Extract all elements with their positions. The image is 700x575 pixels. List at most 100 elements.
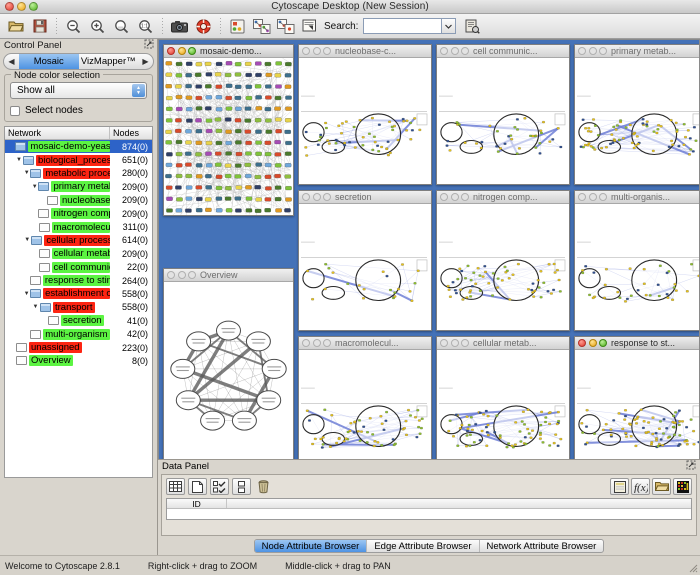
network-canvas[interactable] [437, 350, 569, 476]
close-window-button[interactable] [5, 2, 14, 11]
minimize-button[interactable] [312, 339, 321, 347]
minimize-button[interactable] [588, 47, 597, 55]
minimize-button[interactable] [450, 193, 459, 201]
open-folder-icon[interactable] [652, 478, 671, 495]
zoom-button[interactable] [599, 193, 607, 201]
tree-row[interactable]: cell communica 22(0) [5, 261, 152, 274]
tabs-scroll-left-icon[interactable]: ◀ [8, 57, 15, 66]
tabs-scroll-right-icon[interactable]: ▶ [142, 57, 149, 66]
close-button[interactable] [302, 47, 310, 55]
network-canvas[interactable] [437, 204, 569, 330]
tree-row[interactable]: ▼ biological_process 651(0) [5, 153, 152, 166]
zoom-button[interactable] [323, 193, 331, 201]
select-nodes-checkbox[interactable] [10, 105, 20, 116]
tab-edge-attribute-browser[interactable]: Edge Attribute Browser [367, 540, 480, 552]
tree-expand-icon[interactable]: ▼ [32, 304, 39, 311]
close-button[interactable] [440, 47, 448, 55]
zoom-out-icon[interactable] [62, 16, 85, 37]
minimize-button[interactable] [450, 47, 459, 55]
tree-row[interactable]: cellular metabo 209(0) [5, 247, 152, 260]
network-window[interactable]: Overview [163, 268, 294, 468]
network-window[interactable]: macromolecul... [298, 336, 432, 477]
network-canvas[interactable] [164, 58, 293, 215]
search-dropdown-button[interactable] [441, 18, 457, 34]
control-panel-float-icon[interactable] [144, 39, 154, 52]
data-panel-float-icon[interactable] [686, 460, 696, 473]
new-document-icon[interactable] [188, 478, 207, 495]
select-nodes-row[interactable]: Select nodes [10, 105, 147, 116]
tree-expand-icon[interactable]: ▼ [23, 290, 30, 297]
network-window[interactable]: primary metab... [574, 44, 699, 185]
minimize-button[interactable] [177, 271, 186, 279]
tree-row[interactable]: macromolecule 311(0) [5, 220, 152, 233]
tree-row[interactable]: response to stimulu 264(0) [5, 274, 152, 287]
network-window[interactable]: secretion [298, 190, 432, 331]
search-input[interactable] [363, 18, 442, 34]
minimize-window-button[interactable] [17, 2, 26, 11]
tree-row[interactable]: nitrogen compo 209(0) [5, 207, 152, 220]
table-export-icon[interactable] [610, 478, 629, 495]
network-canvas[interactable] [299, 350, 431, 476]
minimize-button[interactable] [312, 47, 321, 55]
zoom-button[interactable] [323, 47, 331, 55]
zoom-window-button[interactable] [29, 2, 38, 11]
tree-row[interactable]: Overview 8(0) [5, 354, 152, 367]
tree-row[interactable]: ▼ transport 558(0) [5, 301, 152, 314]
network-canvas[interactable] [164, 282, 293, 467]
tree-row[interactable]: unassigned 223(0) [5, 341, 152, 354]
camera-icon[interactable] [168, 16, 191, 37]
network-window[interactable]: nucleobase-c... [298, 44, 432, 185]
close-button[interactable] [167, 271, 175, 279]
save-icon[interactable] [28, 16, 51, 37]
close-button[interactable] [167, 47, 175, 55]
resize-grip[interactable] [687, 562, 698, 573]
close-button[interactable] [578, 47, 586, 55]
attribute-table[interactable]: ID [166, 498, 692, 520]
heatmap-icon[interactable] [673, 478, 692, 495]
minimize-button[interactable] [450, 339, 459, 347]
close-button[interactable] [440, 193, 448, 201]
tree-expand-icon[interactable]: ▼ [31, 183, 38, 190]
network-canvas[interactable] [575, 350, 699, 476]
tree-row[interactable]: multi-organism pro 42(0) [5, 327, 152, 340]
function-builder-icon[interactable]: f(x) [631, 478, 650, 495]
open-folder-icon[interactable] [4, 16, 27, 37]
network-canvas[interactable] [299, 204, 431, 330]
zoom-button[interactable] [599, 339, 607, 347]
node-attribute-icon[interactable] [226, 16, 249, 37]
network-window[interactable]: response to st... [574, 336, 699, 477]
tree-row[interactable]: ▼ primary metabo 209(0) [5, 180, 152, 193]
tree-row[interactable]: mosaic-demo-yeast 874(0) [5, 140, 152, 154]
tab-network-attribute-browser[interactable]: Network Attribute Browser [486, 540, 597, 552]
tree-expand-icon[interactable]: ▼ [24, 237, 31, 244]
zoom-button[interactable] [599, 47, 607, 55]
minimize-button[interactable] [588, 193, 597, 201]
network-clone-icon[interactable] [274, 16, 297, 37]
tree-row[interactable]: ▼ cellular process 614(0) [5, 234, 152, 247]
lifesaver-help-icon[interactable] [192, 16, 215, 37]
zoom-button[interactable] [323, 339, 331, 347]
network-window[interactable]: cell communic... [436, 44, 570, 185]
tree-row[interactable]: ▼ establishment of lo 558(0) [5, 287, 152, 300]
zoom-button[interactable] [461, 193, 469, 201]
tree-row[interactable]: ▼ metabolic process 280(0) [5, 167, 152, 180]
node-color-combo[interactable]: Show all ▲ ▼ [10, 82, 147, 99]
network-tree[interactable]: Network Nodes mosaic-demo-yeast 874(0) ▼ bi… [4, 126, 153, 478]
network-window[interactable]: mosaic-demo... [163, 44, 294, 216]
network-from-selection-icon[interactable] [250, 16, 273, 37]
minimize-button[interactable] [312, 193, 321, 201]
zoom-button[interactable] [461, 47, 469, 55]
network-canvas[interactable] [575, 204, 699, 330]
close-button[interactable] [440, 339, 448, 347]
zoom-button[interactable] [188, 47, 196, 55]
network-window[interactable]: cellular metab... [436, 336, 570, 477]
filter-icon[interactable] [298, 16, 321, 37]
zoom-in-icon[interactable] [86, 16, 109, 37]
close-button[interactable] [302, 193, 310, 201]
zoom-button[interactable] [461, 339, 469, 347]
zoom-button[interactable] [188, 271, 196, 279]
network-window[interactable]: nitrogen comp... [436, 190, 570, 331]
network-canvas[interactable] [437, 58, 569, 184]
tree-row[interactable]: secretion 41(0) [5, 314, 152, 327]
network-canvas[interactable] [299, 58, 431, 184]
